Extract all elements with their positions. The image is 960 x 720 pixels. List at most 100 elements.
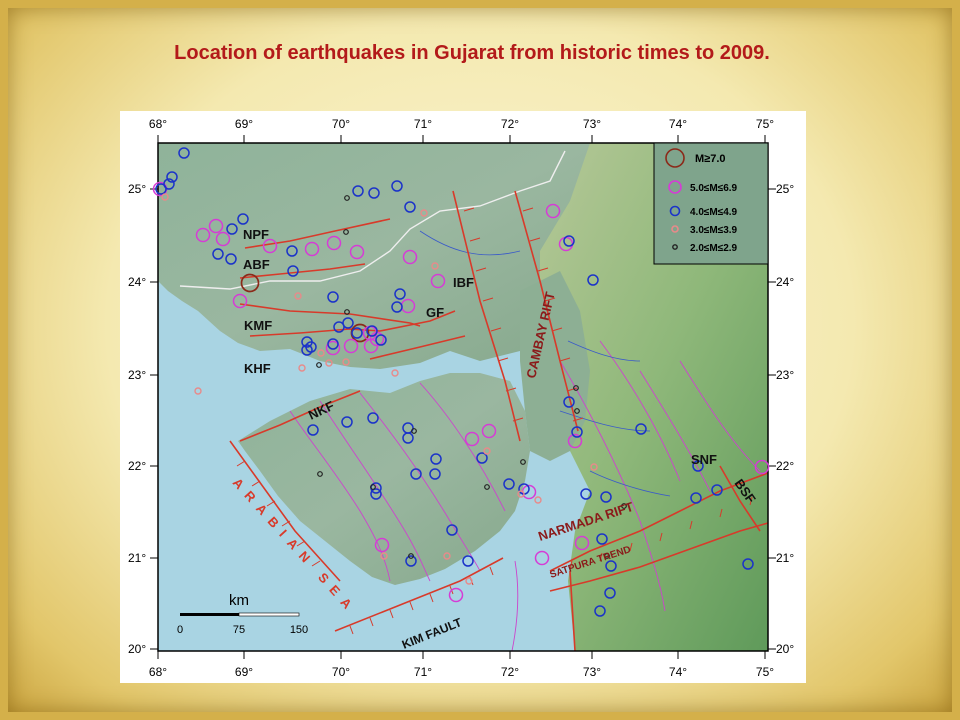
earthquake-marker-m3 — [380, 552, 388, 560]
earthquake-marker-m4 — [580, 488, 592, 500]
map-canvas: 68° 69° 70° 71° 72° 73° 74° 75° 68° 69° … — [128, 117, 794, 679]
lon-tick-label: 73° — [583, 665, 601, 679]
earthquake-marker-m4 — [307, 424, 319, 436]
earthquake-marker-m4 — [341, 416, 353, 428]
earthquake-marker-m4 — [429, 468, 441, 480]
earthquake-marker-m4 — [286, 245, 298, 257]
scale-bar: km 0 75 150 — [177, 592, 308, 636]
earthquake-marker-m2 — [370, 484, 376, 490]
earthquake-marker-m5 — [430, 273, 446, 289]
latitude-labels: 25° 24° 23° 22° 21° 20° 25° 24° 23° 22° … — [128, 182, 794, 656]
earthquake-marker-m3 — [534, 496, 542, 504]
lat-tick-label: 24° — [776, 275, 794, 289]
lat-tick-label: 23° — [776, 368, 794, 382]
lon-tick-label: 74° — [669, 117, 687, 131]
earthquake-marker-m2 — [604, 553, 610, 559]
earthquake-marker-m2 — [573, 385, 579, 391]
circle-m3-icon — [671, 225, 679, 233]
gujarat-plains — [520, 271, 590, 461]
earthquake-marker-m7 — [240, 273, 260, 293]
earthquake-marker-m5 — [326, 235, 342, 251]
fault-label-ibf: IBF — [453, 275, 474, 290]
lon-tick-label: 68° — [149, 117, 167, 131]
earthquake-marker-m5 — [195, 227, 211, 243]
scale-unit: km — [229, 592, 249, 609]
lon-tick-label: 69° — [235, 117, 253, 131]
earthquake-marker-m4 — [563, 396, 575, 408]
earthquake-marker-m4 — [352, 185, 364, 197]
earthquake-marker-m5 — [567, 433, 583, 449]
earthquake-marker-m5 — [262, 238, 278, 254]
earthquake-marker-m5 — [349, 244, 365, 260]
lat-tick-label: 20° — [128, 642, 146, 656]
lat-tick-label: 21° — [128, 551, 146, 565]
earthquake-marker-m3 — [325, 359, 333, 367]
earthquake-marker-m4 — [711, 484, 723, 496]
lon-tick-label: 69° — [235, 665, 253, 679]
earthquake-marker-m4 — [370, 488, 382, 500]
earthquake-marker-m2 — [343, 229, 349, 235]
earthquake-marker-m3 — [443, 552, 451, 560]
fault-lines — [229, 190, 769, 652]
earthquake-marker-m3 — [465, 577, 473, 585]
earthquake-marker-m4 — [430, 453, 442, 465]
earthquake-marker-m4 — [368, 187, 380, 199]
earthquake-marker-m4 — [742, 558, 754, 570]
earthquake-marker-m5 — [574, 535, 590, 551]
earthquake-marker-m4 — [635, 423, 647, 435]
earthquake-marker-m4 — [563, 235, 575, 247]
earthquake-marker-m4 — [391, 301, 403, 313]
earthquake-marker-m4 — [225, 253, 237, 265]
lon-tick-label: 70° — [332, 117, 350, 131]
earthquake-marker-m5 — [402, 249, 418, 265]
lon-tick-label: 71° — [414, 665, 432, 679]
circle-m5-icon — [668, 180, 682, 194]
lat-tick-label: 21° — [776, 551, 794, 565]
circle-m2-icon — [672, 244, 678, 250]
earthquake-marker-m4 — [163, 178, 175, 190]
earthquake-marker-m2 — [344, 309, 350, 315]
earthquake-marker-m4 — [394, 288, 406, 300]
lon-tick-label: 70° — [332, 665, 350, 679]
fault-label-gf: GF — [426, 305, 444, 320]
earthquake-marker-m5 — [534, 550, 550, 566]
earthquake-marker-m4 — [342, 317, 354, 329]
earthquake-marker-m5 — [374, 537, 390, 553]
earthquake-marker-m5 — [208, 218, 224, 234]
earthquake-marker-m5 — [304, 241, 320, 257]
circle-ge7-icon — [665, 148, 685, 168]
longitude-labels: 68° 69° 70° 71° 72° 73° 74° 75° 68° 69° … — [149, 117, 774, 679]
lon-tick-label: 72° — [501, 117, 519, 131]
earthquake-marker-m4 — [594, 605, 606, 617]
earthquake-marker-m3 — [294, 292, 302, 300]
earthquake-marker-m5 — [545, 203, 561, 219]
earthquake-marker-m3 — [590, 463, 598, 471]
kutch-land — [158, 143, 590, 369]
earthquake-marker-m4 — [287, 265, 299, 277]
lon-tick-label: 68° — [149, 665, 167, 679]
earthquake-marker-m4 — [600, 491, 612, 503]
mainland-east-terrain — [520, 143, 768, 651]
earthquake-marker-m3 — [317, 349, 325, 357]
scale-tick-label: 75 — [233, 624, 245, 636]
scale-bar-segment — [238, 612, 300, 617]
border-line — [179, 150, 566, 290]
earthquake-marker-m2 — [411, 428, 417, 434]
lat-tick-label: 23° — [128, 368, 146, 382]
earthquake-marker-m3 — [161, 193, 169, 201]
fault-label-kmf: KMF — [244, 318, 272, 333]
earthquake-marker-m4 — [462, 555, 474, 567]
legend-label: 5.0≤M≤6.9 — [690, 183, 738, 194]
earthquake-marker-m2 — [317, 471, 323, 477]
earthquake-marker-m5 — [232, 293, 248, 309]
earthquake-marker-m5 — [325, 340, 341, 356]
earthquake-marker-m4 — [166, 171, 178, 183]
earthquake-marker-m4 — [604, 587, 616, 599]
lat-tick-label: 20° — [776, 642, 794, 656]
scale-tick-label: 0 — [177, 624, 183, 636]
circle-m4-icon — [669, 205, 681, 217]
earthquake-marker-m3 — [517, 490, 525, 498]
legend-label: 4.0≤M≤4.9 — [690, 207, 738, 218]
scale-tick-label: 150 — [290, 624, 308, 636]
